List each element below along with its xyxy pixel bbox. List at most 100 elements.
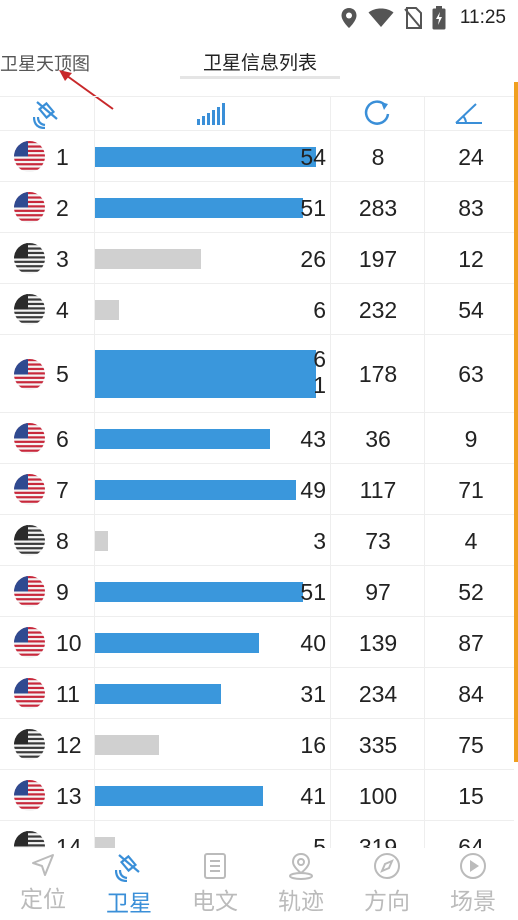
tab-satellite-zenith[interactable]: 卫星天顶图 [0,54,90,74]
satellite-prn: 3 [56,245,69,272]
signal-bar [95,197,303,218]
signal-bar [95,248,201,269]
table-row[interactable]: 10 40 139 87 [0,616,514,668]
signal-bar [95,479,296,500]
azimuth-value: 335 [358,731,398,758]
satellite-prn: 12 [56,731,82,758]
annotation-arrow-icon [59,70,114,110]
signal-strength-icon [94,97,330,131]
signal-snr-value: 40 [300,629,326,656]
us-flag-icon [14,358,45,390]
azimuth-value: 100 [358,782,398,809]
us-flag-icon [14,474,45,505]
us-flag-icon [14,141,45,172]
wifi-icon [368,8,394,28]
azimuth-value: 232 [358,296,398,323]
us-flag-icon [14,192,45,223]
signal-snr-value: 3 [313,527,326,554]
elevation-value: 71 [458,476,484,503]
elevation-value: 83 [458,194,484,221]
us-flag-inactive-icon [14,729,45,760]
us-flag-icon [14,627,45,658]
elevation-value: 64 [458,833,484,849]
satellite-prn: 1 [56,143,69,170]
table-row[interactable]: 11 31 234 84 [0,667,514,719]
signal-snr-value: 43 [300,425,326,452]
table-row[interactable]: 9 51 97 52 [0,565,514,617]
table-row[interactable]: 12 16 335 75 [0,718,514,770]
signal-snr-value: 6 [313,296,326,323]
elevation-value: 63 [458,361,484,387]
table-row[interactable]: 2 51 283 83 [0,181,514,233]
signal-bar [95,632,259,653]
satellite-prn: 2 [56,194,69,221]
us-flag-inactive-icon [14,525,45,556]
azimuth-value: 73 [365,527,391,554]
elevation-value: 24 [458,143,484,170]
azimuth-value: 117 [359,476,397,503]
nav-item-direction[interactable]: 方向 [344,852,430,920]
satellite-prn: 13 [56,782,82,809]
satellite-icon [115,854,140,882]
nav-item-track[interactable]: 轨迹 [258,852,344,920]
signal-bar [95,836,115,848]
azimuth-value: 283 [358,194,398,221]
azimuth-value: 139 [358,629,398,656]
status-time: 11:25 [459,7,506,28]
tab-active-underline [180,76,340,79]
nav-label: 定位 [20,886,66,912]
nav-item-positioning[interactable]: 定位 [0,852,86,920]
us-flag-icon [14,780,45,811]
signal-snr-value: 41 [300,782,326,809]
nav-item-messages[interactable]: 电文 [172,852,258,920]
signal-bar [95,683,221,704]
compass-icon [374,853,400,879]
bottom-nav: 定位 卫星 电文 轨迹 方向 场景 [0,848,518,920]
us-flag-icon [14,423,45,454]
signal-bar [95,785,263,806]
elevation-icon [424,97,514,131]
navigation-arrow-icon [32,854,54,876]
table-row[interactable]: 8 3 73 4 [0,514,514,566]
signal-snr-value: 54 [300,143,326,170]
table-row[interactable]: 6 43 36 9 [0,412,514,464]
azimuth-icon [330,97,424,131]
no-sim-icon [404,7,422,29]
location-icon [340,7,358,29]
scroll-indicator[interactable] [514,82,518,762]
us-flag-icon [14,576,45,607]
elevation-value: 75 [458,731,484,758]
top-tabs: 卫星天顶图 卫星信息列表 [0,40,518,84]
table-row[interactable]: 5 6 1 178 63 [0,334,514,413]
table-row[interactable]: 14 5 319 64 [0,820,514,848]
signal-snr-value: 16 [300,731,326,758]
satellite-prn: 7 [56,476,69,503]
us-flag-inactive-icon [14,243,45,274]
elevation-value: 9 [464,425,478,452]
satellite-prn: 14 [56,833,82,849]
signal-snr-value: 49 [300,476,326,503]
satellite-icon [0,97,94,131]
elevation-value: 84 [458,680,484,707]
tab-satellite-list[interactable]: 卫星信息列表 [202,53,317,74]
table-row[interactable]: 4 6 232 54 [0,283,514,335]
us-flag-icon [14,678,45,709]
signal-snr-value: 6 1 [313,346,326,398]
table-row[interactable]: 3 26 197 12 [0,232,514,284]
elevation-value: 54 [458,296,484,323]
table-row[interactable]: 1 54 8 24 [0,130,514,182]
table-row[interactable]: 7 49 117 71 [0,463,514,515]
nav-item-satellite[interactable]: 卫星 [86,852,172,920]
satellite-prn: 9 [56,578,69,605]
azimuth-value: 178 [358,361,398,387]
satellite-prn: 10 [56,629,82,656]
azimuth-value: 234 [358,680,398,707]
nav-label: 轨迹 [278,888,324,914]
nav-item-scene[interactable]: 场景 [430,852,516,920]
signal-bar [95,146,316,167]
signal-snr-value: 26 [300,245,326,272]
satellite-prn: 11 [56,680,80,707]
azimuth-value: 97 [365,578,391,605]
satellite-table[interactable]: 1 54 8 24 2 51 283 83 3 26 197 12 4 6 232 54 5 6 1 178 63 6 4… [0,96,514,848]
table-row[interactable]: 13 41 100 15 [0,769,514,821]
